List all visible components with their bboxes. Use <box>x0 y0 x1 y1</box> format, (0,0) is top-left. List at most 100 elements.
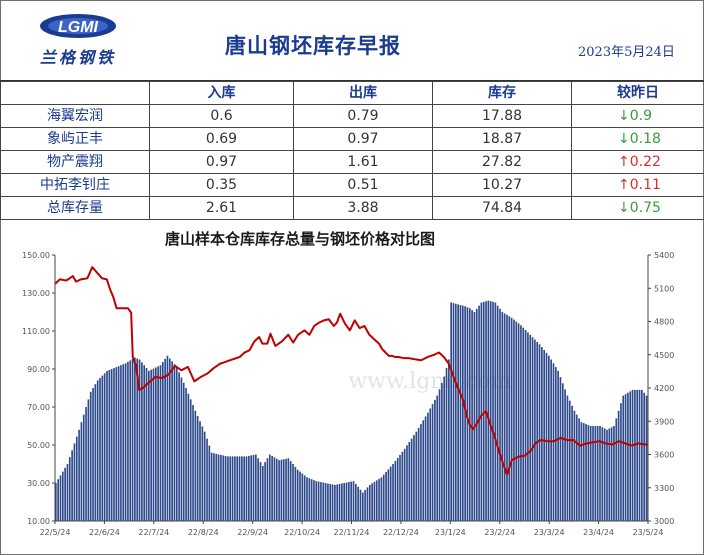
x-tick-label: 23/1/24 <box>435 528 466 537</box>
inventory-bar <box>573 410 576 521</box>
report-date: 2023年5月24日 <box>578 45 675 60</box>
inventory-bar <box>334 484 336 521</box>
inventory-bar <box>161 362 164 521</box>
inventory-bar <box>257 458 259 521</box>
inventory-bar <box>282 459 285 521</box>
inventory-bar <box>315 481 318 521</box>
inventory-bar <box>264 462 266 521</box>
inventory-bar <box>292 464 294 521</box>
inventory-bar <box>450 302 452 521</box>
stock-value: 18.87 <box>432 127 572 151</box>
inventory-bar <box>192 405 194 521</box>
inventory-bar <box>561 383 564 521</box>
table-row: 物产震翔 0.97 1.61 27.82 ↑0.22 <box>0 150 704 174</box>
logo-text: LGMI <box>58 19 99 36</box>
inventory-bar <box>180 377 183 521</box>
watermark-text: www.lgmi.com <box>348 369 511 394</box>
inventory-bar <box>545 352 548 521</box>
inventory-bar <box>222 455 225 521</box>
inventory-bar <box>501 312 504 521</box>
inventory-bar <box>199 421 201 521</box>
inventory-bar <box>155 367 157 521</box>
inventory-bar <box>371 483 373 521</box>
inventory-bar <box>361 492 364 521</box>
inventory-bar <box>78 429 80 521</box>
inventory-bar <box>482 301 485 521</box>
inventory-bar <box>278 460 280 521</box>
inventory-bar <box>392 464 394 521</box>
x-tick-label: 23/5/24 <box>633 528 664 537</box>
left-tick-label: 130.00 <box>22 289 50 298</box>
inventory-bar <box>624 394 627 521</box>
inventory-bar <box>622 395 625 521</box>
inventory-bar <box>127 361 129 522</box>
inventory-bar <box>145 368 148 521</box>
inventory-bar <box>434 399 436 522</box>
right-tick-label: 3000 <box>654 517 674 526</box>
inventory-bar <box>636 389 639 521</box>
inventory-bar <box>134 357 136 521</box>
inventory-bar <box>345 482 348 521</box>
inventory-bar <box>99 378 101 521</box>
inventory-bar <box>524 330 527 521</box>
inventory-bar <box>375 480 378 521</box>
inventory-bar <box>422 420 425 521</box>
inventory-bar <box>159 365 162 521</box>
inventory-bar <box>289 461 292 521</box>
inventory-bar <box>175 367 178 521</box>
inventory-bar <box>592 426 594 521</box>
inventory-bar <box>117 366 120 521</box>
change-value: ↓0.9 <box>571 104 704 128</box>
inventory-bar <box>275 458 278 521</box>
inventory-bar <box>229 456 232 521</box>
right-tick-label: 4200 <box>654 384 674 393</box>
right-tick-label: 3300 <box>654 484 674 493</box>
inventory-bar <box>131 359 134 521</box>
inventory-bar <box>408 441 411 521</box>
inventory-bar <box>387 469 390 521</box>
inventory-bar <box>234 456 236 521</box>
in-value: 0.97 <box>149 150 294 174</box>
inventory-bar <box>341 483 343 521</box>
warehouse-name: 物产震翔 <box>0 150 150 174</box>
x-tick-label: 22/5/24 <box>40 528 71 537</box>
inventory-bar <box>280 459 283 521</box>
inventory-bar <box>420 424 422 521</box>
inventory-bar <box>496 305 499 521</box>
inventory-bar <box>238 456 241 521</box>
inventory-bar <box>527 332 529 521</box>
inventory-bar <box>108 369 111 521</box>
inventory-bar <box>324 483 327 521</box>
inventory-bar <box>241 456 243 521</box>
inventory-bar <box>566 395 569 521</box>
inventory-bar <box>499 308 501 521</box>
out-value: 0.97 <box>293 127 433 151</box>
inventory-bar <box>406 445 408 521</box>
inventory-bar <box>141 362 143 521</box>
inventory-bar <box>71 450 73 521</box>
inventory-bar <box>489 301 492 521</box>
inventory-bar <box>306 477 308 521</box>
inventory-bar <box>548 355 550 521</box>
inventory-bar <box>124 363 127 521</box>
inventory-bar <box>401 451 404 521</box>
inventory-bar <box>227 456 229 521</box>
inventory-bar <box>245 456 248 521</box>
inventory-bar <box>173 364 176 521</box>
inventory-bar <box>301 473 304 521</box>
x-tick-label: 23/2/24 <box>484 528 515 537</box>
inventory-bar <box>510 317 513 521</box>
inventory-bar <box>178 372 180 521</box>
inventory-bar <box>429 408 432 521</box>
warehouse-name: 中拓李钊庄 <box>0 173 150 197</box>
inventory-bar <box>608 428 611 521</box>
inventory-bar <box>454 303 457 521</box>
out-value: 3.88 <box>293 196 433 220</box>
inventory-bar <box>310 479 313 521</box>
inventory-bar <box>466 307 469 521</box>
inventory-bar <box>103 373 106 521</box>
inventory-bar <box>129 360 132 521</box>
inventory-bar <box>138 359 141 521</box>
inventory-bar <box>436 395 439 521</box>
inventory-bar <box>610 427 613 521</box>
